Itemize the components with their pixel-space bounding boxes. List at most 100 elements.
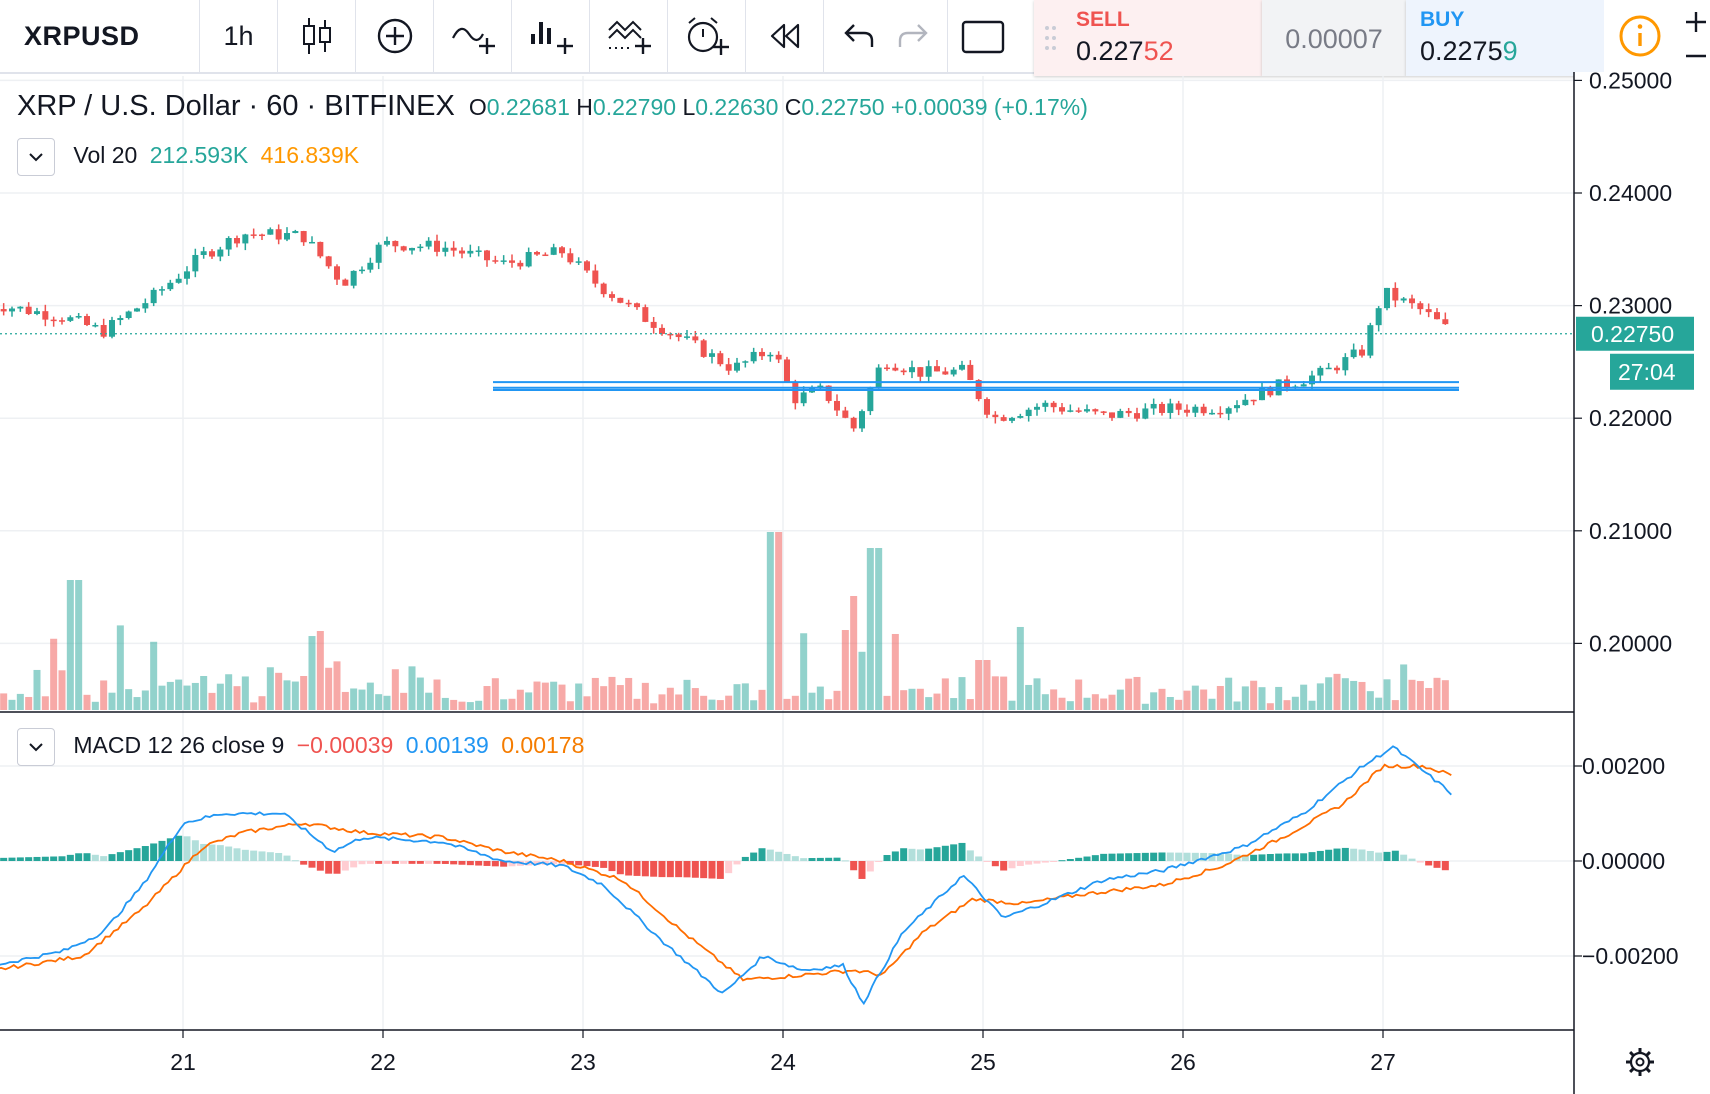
candle-body xyxy=(959,364,965,370)
drag-handle-icon[interactable] xyxy=(1044,24,1058,54)
templates-button[interactable] xyxy=(590,0,668,72)
macd-histogram-bar xyxy=(625,861,633,876)
minus-icon[interactable] xyxy=(1684,44,1708,68)
macd-histogram-bar xyxy=(883,855,891,861)
volume-bar xyxy=(516,689,524,710)
candle-body xyxy=(1384,287,1390,309)
macd-histogram-bar xyxy=(750,852,758,861)
candle-body xyxy=(434,240,440,252)
candle-body xyxy=(25,306,32,314)
candle xyxy=(584,260,590,273)
price-tick-label: 0.22000 xyxy=(1589,405,1672,431)
candle-body xyxy=(742,361,749,363)
candle xyxy=(75,313,82,319)
macd-histogram-bar xyxy=(1125,853,1133,861)
candle-body xyxy=(950,369,957,375)
macd-histogram-bar xyxy=(383,861,391,864)
volume-bar xyxy=(1158,688,1166,710)
candle xyxy=(100,318,107,339)
candle-body xyxy=(800,392,807,404)
compare-button[interactable] xyxy=(356,0,434,72)
candle xyxy=(525,247,532,268)
volume-bar xyxy=(216,683,224,710)
candle xyxy=(717,350,724,367)
candle-body xyxy=(825,385,832,401)
volume-bar xyxy=(541,682,549,710)
settings-gear-icon[interactable] xyxy=(1626,1048,1654,1076)
volume-bar xyxy=(1000,676,1008,710)
volume-bar xyxy=(291,681,299,710)
volume-collapse-button[interactable] xyxy=(17,138,55,176)
macd-line xyxy=(0,745,1452,1006)
sell-button[interactable]: SELL 0.22752 xyxy=(1034,0,1262,76)
indicators-button[interactable] xyxy=(434,0,512,72)
candle xyxy=(1334,365,1340,374)
undo-icon[interactable] xyxy=(842,21,876,51)
candle-body xyxy=(1000,417,1007,421)
volume-bar xyxy=(325,667,333,710)
macd-histogram-bar xyxy=(633,861,641,876)
volume-bar xyxy=(166,681,174,710)
candle-body xyxy=(700,340,707,357)
macd-histogram-bar xyxy=(275,852,283,861)
volume-bar xyxy=(733,684,741,710)
financials-button[interactable] xyxy=(512,0,590,72)
candle xyxy=(1017,413,1024,419)
candle xyxy=(309,236,315,244)
macd-histogram-bar xyxy=(350,861,358,868)
interval-button[interactable]: 1h xyxy=(200,0,278,72)
candle-body xyxy=(334,266,340,280)
buy-button[interactable]: BUY 0.22759 xyxy=(1406,0,1604,76)
candle-body xyxy=(967,364,974,381)
macd-histogram-bar xyxy=(583,861,591,867)
candle-body xyxy=(767,354,774,357)
macd-histogram-bar xyxy=(1316,850,1324,861)
replay-button[interactable] xyxy=(746,0,824,72)
chart-style-button[interactable] xyxy=(278,0,356,72)
macd-histogram-bar xyxy=(1208,853,1216,861)
macd-histogram-bar xyxy=(925,848,933,861)
macd-histogram-bar xyxy=(116,852,124,861)
macd-histogram-bar xyxy=(408,861,416,864)
candle xyxy=(917,367,924,383)
macd-histogram-bar xyxy=(50,856,58,861)
candle xyxy=(1167,398,1174,419)
macd-histogram-bar xyxy=(825,857,833,861)
volume-bar xyxy=(1125,678,1133,710)
buy-price: 0.22759 xyxy=(1420,36,1518,66)
candle xyxy=(217,246,224,262)
info-icon[interactable] xyxy=(1618,14,1662,58)
candle xyxy=(1209,409,1215,415)
candle-body xyxy=(584,261,590,271)
macd-histogram-bar xyxy=(1058,860,1066,862)
symbol-search-button[interactable]: XRPUSD xyxy=(0,0,200,72)
layout-button[interactable] xyxy=(948,0,1034,72)
candle xyxy=(600,282,607,298)
macd-histogram-bar xyxy=(1183,852,1191,861)
candle xyxy=(42,304,49,327)
macd-histogram-bar xyxy=(966,850,974,861)
macd-histogram-bar xyxy=(908,848,916,861)
macd-name: MACD 12 26 close 9 xyxy=(73,732,285,759)
current-price-badge xyxy=(1576,316,1694,351)
macd-collapse-button[interactable] xyxy=(17,728,55,766)
volume-bar xyxy=(708,699,716,710)
volume-bar xyxy=(183,685,191,710)
macd-histogram-bar xyxy=(1358,849,1366,861)
plus-icon[interactable] xyxy=(1684,10,1708,34)
candle xyxy=(700,338,707,358)
volume-bar xyxy=(341,691,349,710)
macd-histogram-bar xyxy=(1258,854,1266,861)
macd-tick-label: 0.00000 xyxy=(1582,848,1665,874)
candle-body xyxy=(500,260,507,262)
alert-button[interactable] xyxy=(668,0,746,72)
volume-bar xyxy=(675,694,683,710)
macd-histogram-bar xyxy=(1350,848,1358,861)
candle xyxy=(909,360,915,379)
macd-histogram-bar xyxy=(991,861,999,867)
macd-histogram-bar xyxy=(675,861,683,878)
macd-histogram-bar xyxy=(125,850,133,861)
redo-icon[interactable] xyxy=(896,21,930,51)
candle xyxy=(417,244,424,252)
